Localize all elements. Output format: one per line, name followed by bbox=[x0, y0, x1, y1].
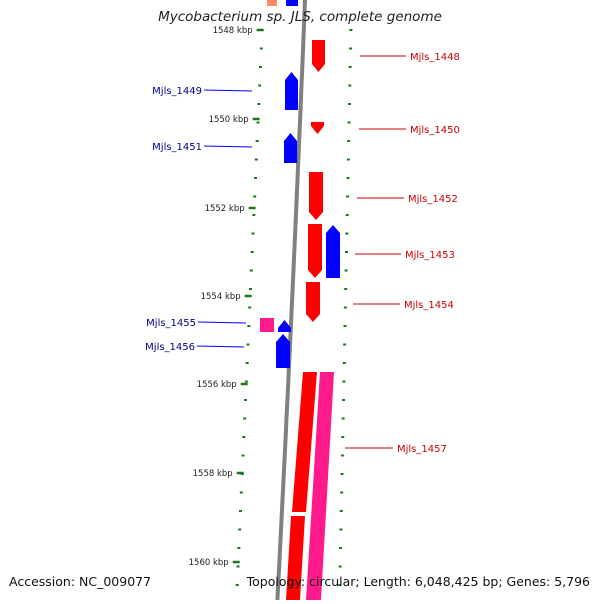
gene-label-forward: Mjls_1453 bbox=[405, 250, 455, 261]
gene-mjls-1450 bbox=[311, 122, 324, 134]
page-title: Mycobacterium sp. JLS, complete genome bbox=[158, 9, 442, 25]
scale-label: 1552 kbp bbox=[205, 204, 245, 214]
gene-label-reverse: Mjls_1449 bbox=[152, 86, 202, 97]
gene-mjls-1454 bbox=[306, 282, 320, 322]
accession-label: Accession: NC_009077 bbox=[9, 574, 152, 589]
gene-mjls-1449 bbox=[285, 72, 298, 110]
gene-label-forward: Mjls_1457 bbox=[397, 444, 447, 455]
scale-label: 1558 kbp bbox=[193, 469, 233, 479]
gene-mjls-1453 bbox=[308, 224, 322, 278]
scale-label: 1548 kbp bbox=[213, 26, 253, 36]
gene-mjls-1448 bbox=[312, 40, 325, 72]
gene-mjls-1455 bbox=[260, 318, 274, 332]
gene-label-forward: Mjls_1454 bbox=[404, 300, 454, 311]
gene-mjls-1456 bbox=[276, 334, 290, 368]
label-leader-line bbox=[196, 345, 245, 348]
scale-label: 1550 kbp bbox=[209, 115, 249, 125]
label-leader-line bbox=[203, 145, 253, 148]
gene-label-reverse: Mjls_1456 bbox=[145, 342, 195, 353]
backbone-line bbox=[275, 0, 307, 601]
scale-label: 1556 kbp bbox=[197, 380, 237, 390]
label-leader-line bbox=[197, 321, 247, 324]
gene-label-forward: Mjls_1452 bbox=[408, 194, 458, 205]
gene-mjls-1457-c bbox=[306, 372, 334, 600]
gene-label-forward: Mjls_1450 bbox=[410, 125, 460, 136]
gene-mjls-1455b bbox=[278, 320, 291, 332]
gene-top-partial bbox=[267, 0, 277, 6]
gene-mjls-1457-a bbox=[292, 372, 317, 512]
scale-label: 1554 kbp bbox=[201, 292, 241, 302]
gene-label-reverse: Mjls_1455 bbox=[146, 318, 196, 329]
gene-reverse-outer bbox=[326, 225, 340, 278]
gene-label-reverse: Mjls_1451 bbox=[152, 142, 202, 153]
gene-mjls-1457-b bbox=[286, 516, 305, 600]
gene-mjls-1451 bbox=[284, 133, 297, 163]
gene-label-forward: Mjls_1448 bbox=[410, 52, 460, 63]
label-leader-line bbox=[203, 89, 253, 92]
scale-label: 1560 kbp bbox=[189, 558, 229, 568]
genome-summary: Topology: circular; Length: 6,048,425 bp… bbox=[246, 574, 590, 589]
gene-top-partial bbox=[286, 0, 298, 6]
gene-mjls-1452 bbox=[309, 172, 323, 220]
